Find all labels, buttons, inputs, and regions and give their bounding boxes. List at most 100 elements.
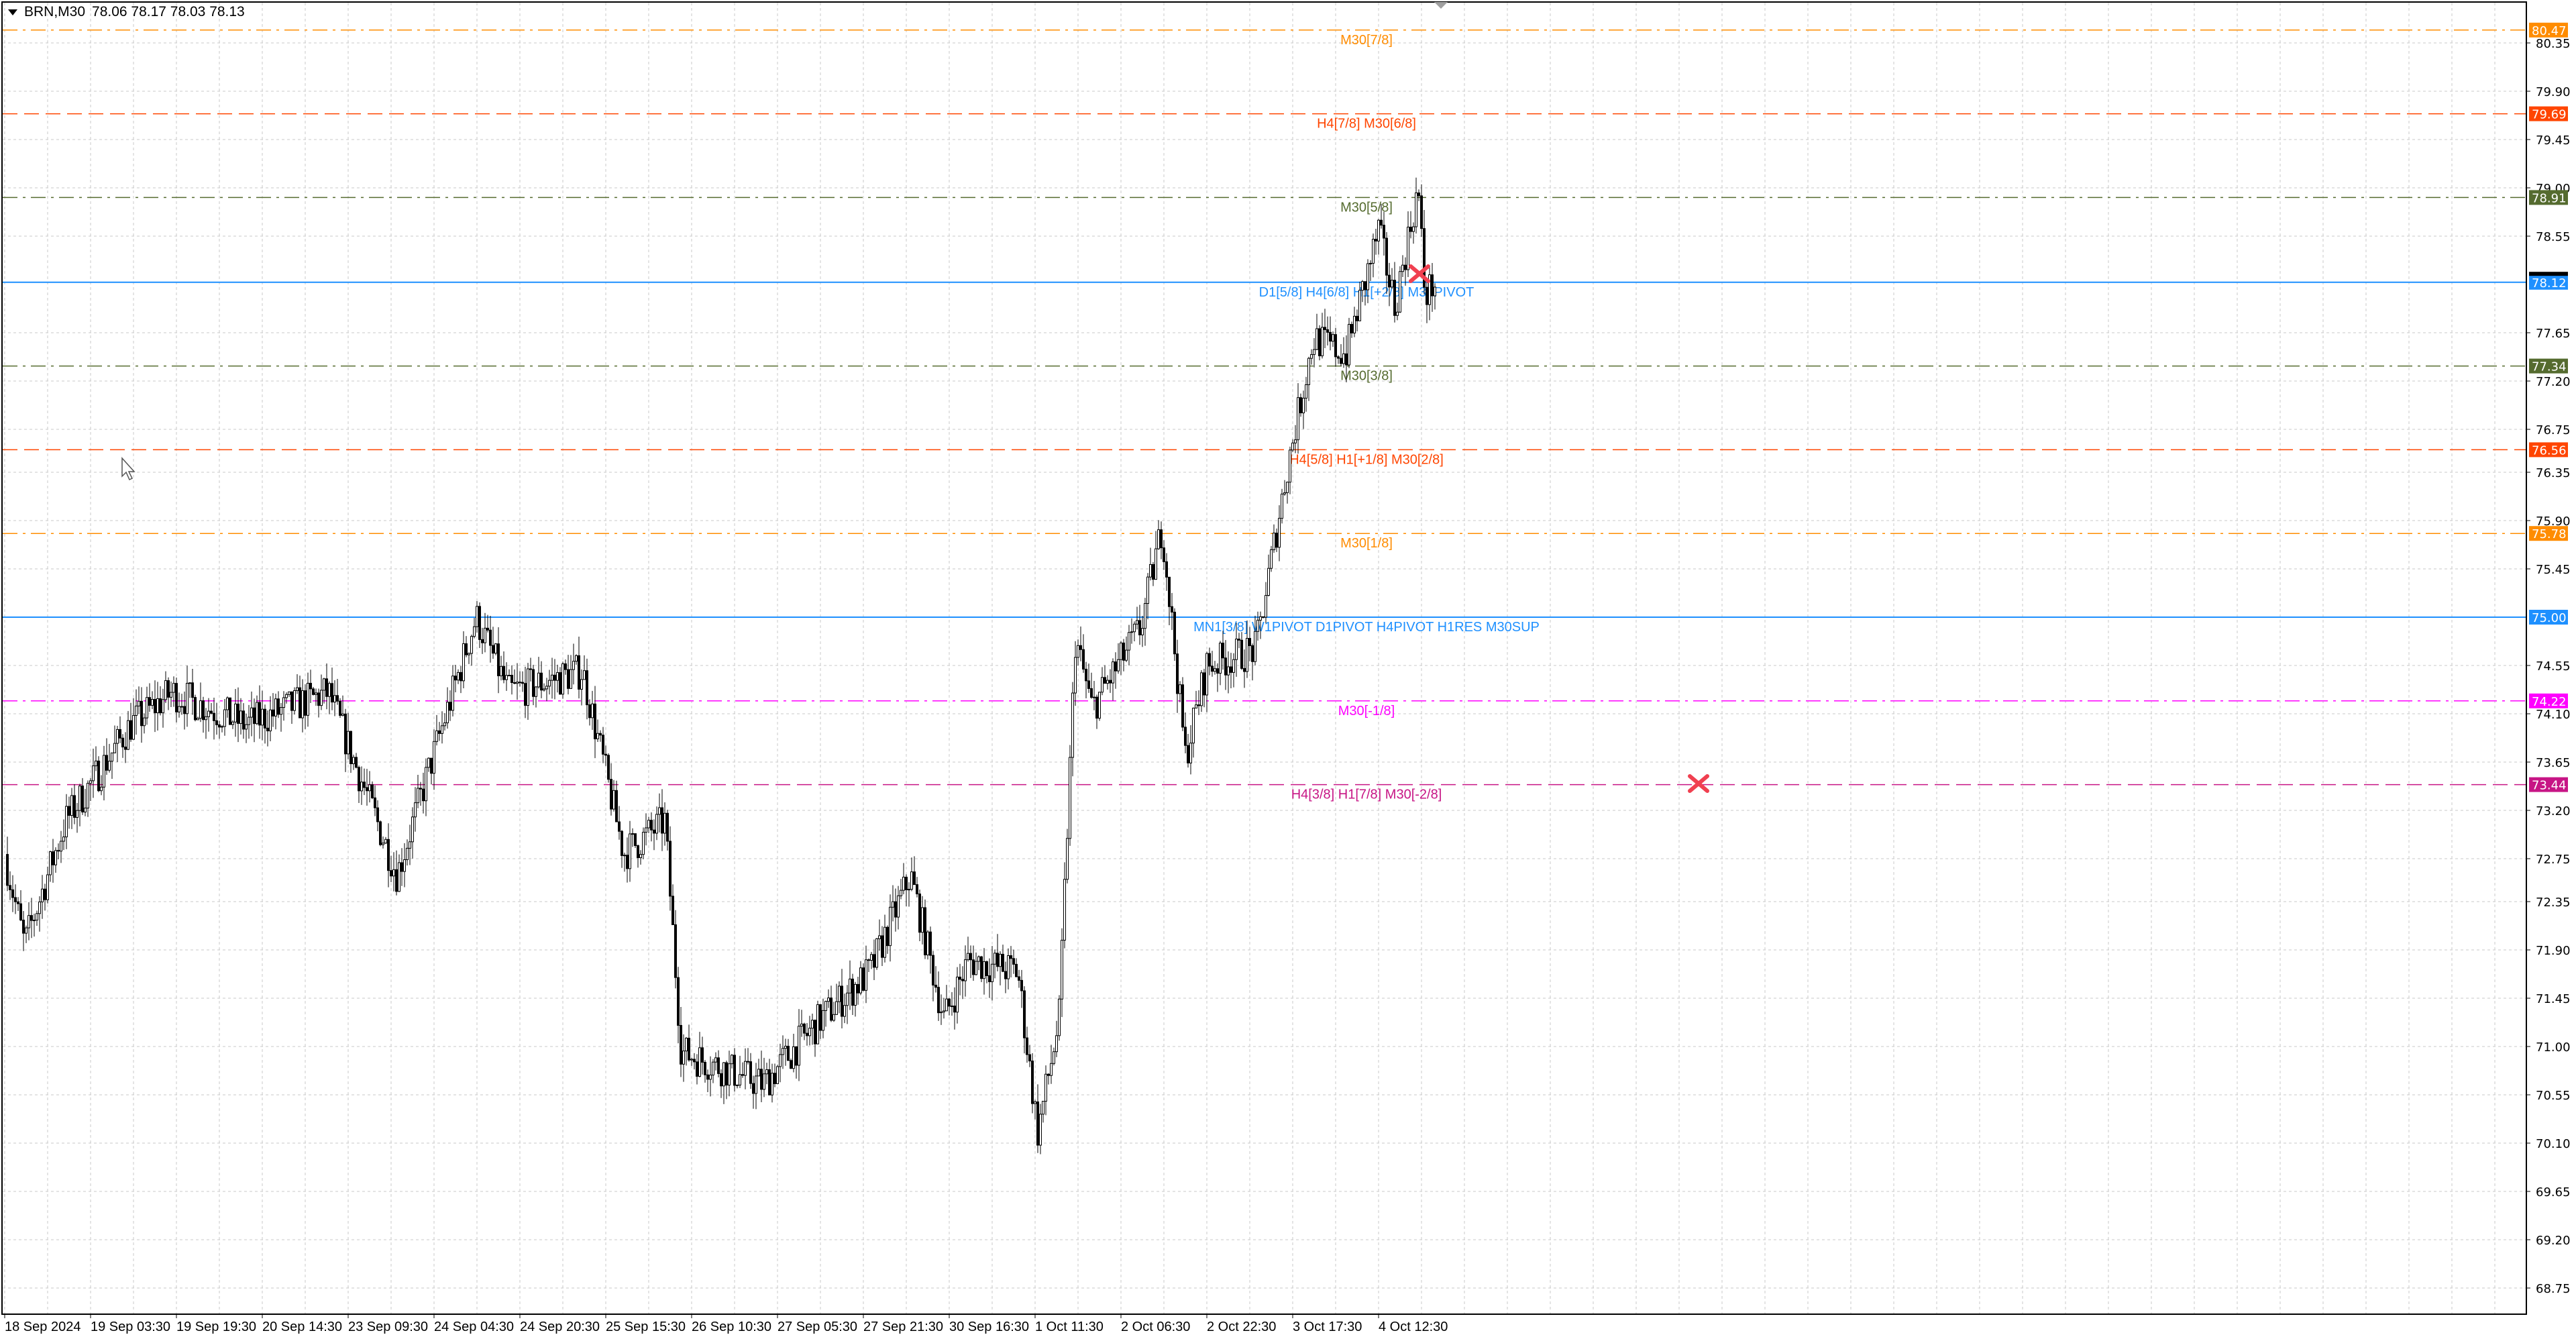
candle-body: [1066, 838, 1069, 880]
candle-body: [1219, 643, 1222, 674]
chart-shift-marker[interactable]: [1434, 2, 1448, 9]
candle-body: [218, 724, 221, 728]
candle-body: [1375, 239, 1377, 242]
price-tick-label: 75.45: [2536, 563, 2571, 577]
candle-body: [720, 1073, 722, 1087]
candle-body: [779, 1054, 782, 1067]
current-price-tag: [2529, 272, 2568, 276]
candle-body: [253, 707, 256, 725]
candle-body: [682, 1051, 685, 1065]
candle-body: [41, 888, 44, 902]
candle-body: [543, 688, 545, 691]
candle-body: [1093, 696, 1095, 698]
candle-body: [494, 643, 497, 654]
candle-body: [604, 753, 607, 756]
candle-body: [1380, 219, 1383, 226]
candle-body: [250, 707, 253, 718]
candle-body: [578, 655, 580, 690]
candle-body: [1361, 281, 1364, 291]
candle-body: [929, 931, 932, 956]
candle-body: [460, 672, 462, 682]
candle-body: [374, 797, 376, 808]
level-label: M30[1/8]: [1340, 536, 1393, 551]
candle-body: [1061, 939, 1063, 1000]
candle-body: [400, 862, 403, 872]
candle-body: [672, 896, 674, 925]
candle-body: [1235, 639, 1238, 660]
candle-body: [65, 806, 68, 838]
candle-body: [1071, 692, 1074, 758]
candle-body: [1291, 442, 1294, 451]
candle-body: [22, 920, 25, 934]
candle-body: [1128, 632, 1130, 651]
candle-body: [1294, 439, 1297, 443]
price-tick-label: 80.35: [2536, 37, 2571, 51]
time-tick-label: 4 Oct 12:30: [1379, 1320, 1448, 1334]
time-tick-label: 20 Sep 14:30: [262, 1320, 342, 1334]
candle-body: [202, 700, 205, 720]
candle-body: [808, 1028, 811, 1036]
candle-body: [266, 727, 269, 732]
candle-body: [835, 1001, 838, 1015]
candle-body: [693, 1059, 696, 1063]
candle-body: [639, 854, 642, 859]
price-tick-label: 73.20: [2536, 804, 2571, 818]
candle-body: [599, 733, 602, 736]
price-tag: [2529, 274, 2568, 290]
candle-body: [476, 606, 478, 627]
candle-body: [116, 729, 119, 744]
price-tag: [2529, 777, 2568, 792]
candle-body: [1259, 616, 1262, 621]
candle-body: [975, 961, 977, 975]
candle-body: [1420, 195, 1423, 229]
candle-body: [1340, 358, 1342, 364]
candle-body: [634, 833, 637, 847]
candle-body: [1214, 668, 1216, 672]
candle-body: [344, 713, 347, 755]
candle-body: [623, 855, 626, 857]
candle-body: [1388, 274, 1391, 288]
candle-body: [422, 788, 425, 802]
candle-body: [1020, 979, 1023, 992]
candle-body: [511, 675, 513, 684]
candle-body: [690, 1059, 693, 1061]
candle-body: [502, 665, 505, 680]
time-tick-label: 1 Oct 11:30: [1035, 1320, 1104, 1334]
collapse-triangle-icon[interactable]: [8, 9, 17, 15]
candle-body: [210, 710, 213, 714]
candle-body: [14, 897, 17, 902]
level-label: MN1[3/8] W1PIVOT D1PIVOT H4PIVOT H1RES M…: [1193, 620, 1540, 635]
candle-body: [712, 1061, 714, 1076]
candle-body: [183, 706, 186, 714]
candle-body: [717, 1057, 720, 1074]
candle-body: [1321, 327, 1324, 356]
candle-body: [387, 839, 390, 871]
candle-body: [331, 683, 333, 703]
time-axis[interactable]: 18 Sep 2024 19 Sep 03:30 19 Sep 19:30 20 Se…: [4, 1314, 1448, 1334]
candle-body: [223, 709, 226, 727]
candle-body: [1176, 653, 1179, 694]
price-tag-label: 76.56: [2532, 443, 2567, 458]
price-tag-label: 78.12: [2532, 276, 2567, 290]
candle-body: [269, 709, 272, 732]
cross-stroke: [1409, 264, 1430, 283]
candle-body: [73, 795, 76, 818]
candle-body: [744, 1061, 747, 1076]
candle-body: [532, 669, 535, 697]
candle-body: [162, 699, 164, 714]
candle-body: [1342, 353, 1345, 364]
candle-body: [1117, 659, 1120, 672]
candle-body: [1324, 327, 1326, 330]
candle-body: [1031, 1061, 1034, 1104]
candle-body: [100, 786, 103, 792]
candle-body: [323, 678, 325, 691]
candle-body: [1189, 743, 1192, 763]
candle-body: [967, 953, 969, 961]
candle-body: [277, 698, 280, 715]
level-label: H4[3/8] H1[7/8] M30[-2/8]: [1291, 788, 1442, 802]
candle-body: [1114, 661, 1117, 672]
price-axis[interactable]: 80.3579.9079.4579.0078.5577.6577.2076.75…: [2526, 22, 2571, 1296]
candle-body: [392, 869, 395, 877]
candle-body: [280, 707, 282, 715]
